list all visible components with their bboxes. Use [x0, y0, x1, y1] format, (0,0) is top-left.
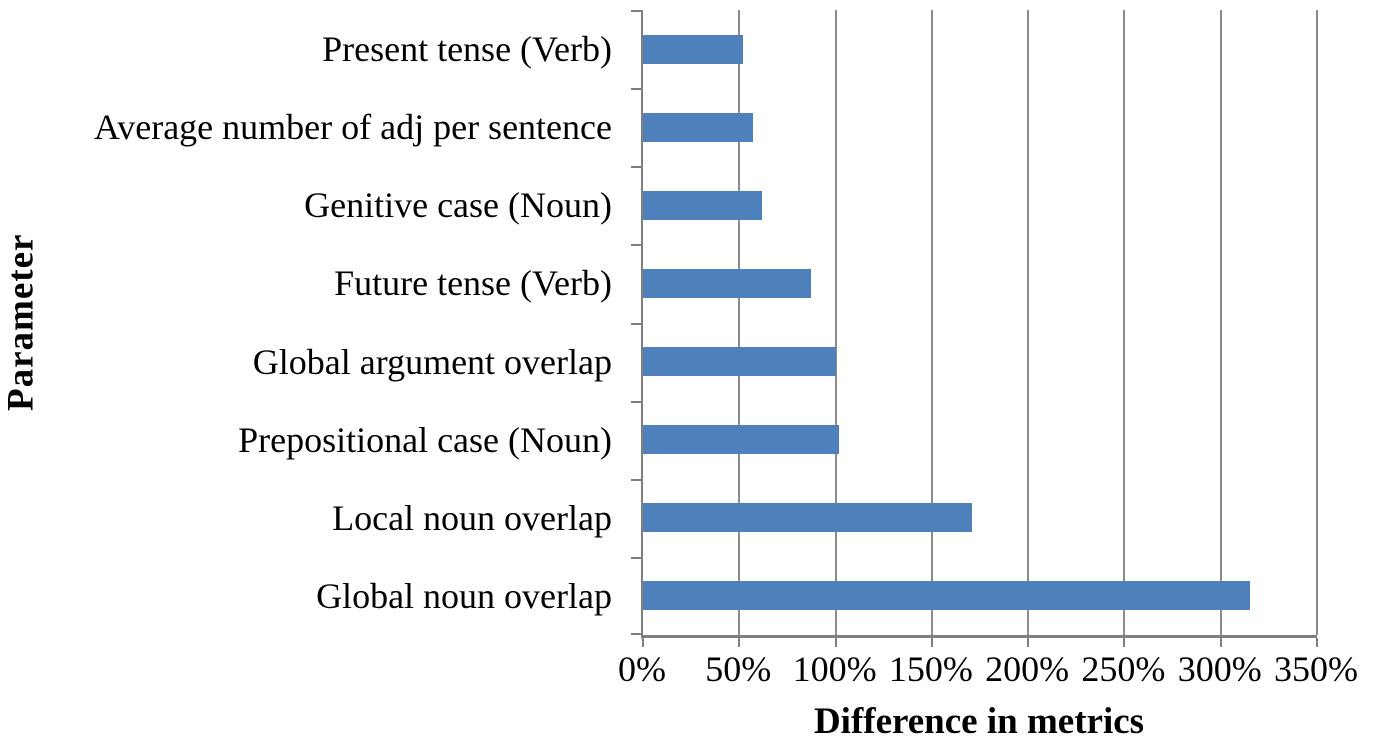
y-axis-tick — [631, 322, 641, 325]
bar — [643, 347, 836, 377]
category-label: Present tense (Verb) — [322, 29, 612, 70]
y-axis-tick — [631, 10, 641, 12]
bar — [643, 503, 973, 533]
x-tick-label: 200% — [985, 649, 1070, 689]
y-axis-tick — [631, 556, 641, 559]
gridline — [930, 10, 933, 635]
gridline — [1219, 10, 1222, 635]
gridline — [738, 10, 741, 635]
plot-area — [631, 10, 1318, 647]
bar — [643, 112, 753, 142]
x-axis-tick — [1219, 638, 1222, 647]
bar — [643, 34, 744, 64]
x-axis-title: Difference in metrics — [813, 701, 1145, 742]
y-axis-tick — [631, 478, 641, 481]
x-axis-tick-labels: 0% 50% 100% 150% 200% 250% 300% 350% — [618, 648, 1358, 694]
category-label-column: Present tense (Verb) Average number of ad… — [0, 10, 612, 635]
category-label: Future tense (Verb) — [334, 263, 612, 304]
category-label: Global noun overlap — [316, 575, 612, 616]
x-tick-label: 300% — [1177, 649, 1262, 689]
y-axis-tick — [631, 244, 641, 247]
category-label: Average number of adj per sentence — [93, 107, 612, 148]
gridline — [1027, 10, 1030, 635]
x-axis-tick — [1027, 638, 1030, 647]
x-axis-tick — [1316, 638, 1318, 647]
gridline — [834, 10, 837, 635]
bar — [643, 268, 811, 298]
category-label: Genitive case (Noun) — [304, 185, 612, 226]
x-axis-tick — [1123, 638, 1126, 647]
x-tick-label: 100% — [792, 649, 877, 689]
x-tick-label: 150% — [888, 649, 973, 689]
bar — [643, 581, 1250, 611]
x-axis-tick — [930, 638, 933, 647]
bar — [643, 425, 840, 455]
x-tick-label: 50% — [705, 649, 772, 689]
category-label: Local noun overlap — [332, 497, 612, 538]
x-axis-tick — [834, 638, 837, 647]
gridline — [1316, 10, 1318, 635]
x-tick-label: 0% — [618, 649, 666, 689]
x-axis-tick — [642, 638, 644, 647]
y-axis-tick — [631, 400, 641, 403]
y-axis-tick — [631, 633, 641, 635]
bar — [643, 190, 763, 220]
x-tick-label: 250% — [1081, 649, 1166, 689]
gridline — [1123, 10, 1126, 635]
x-tick-label: 350% — [1274, 649, 1358, 689]
category-label: Prepositional case (Noun) — [238, 419, 612, 460]
y-axis-tick — [631, 166, 641, 169]
x-axis-tick — [738, 638, 741, 647]
category-label: Global argument overlap — [252, 341, 612, 382]
y-axis-tick — [631, 88, 641, 91]
